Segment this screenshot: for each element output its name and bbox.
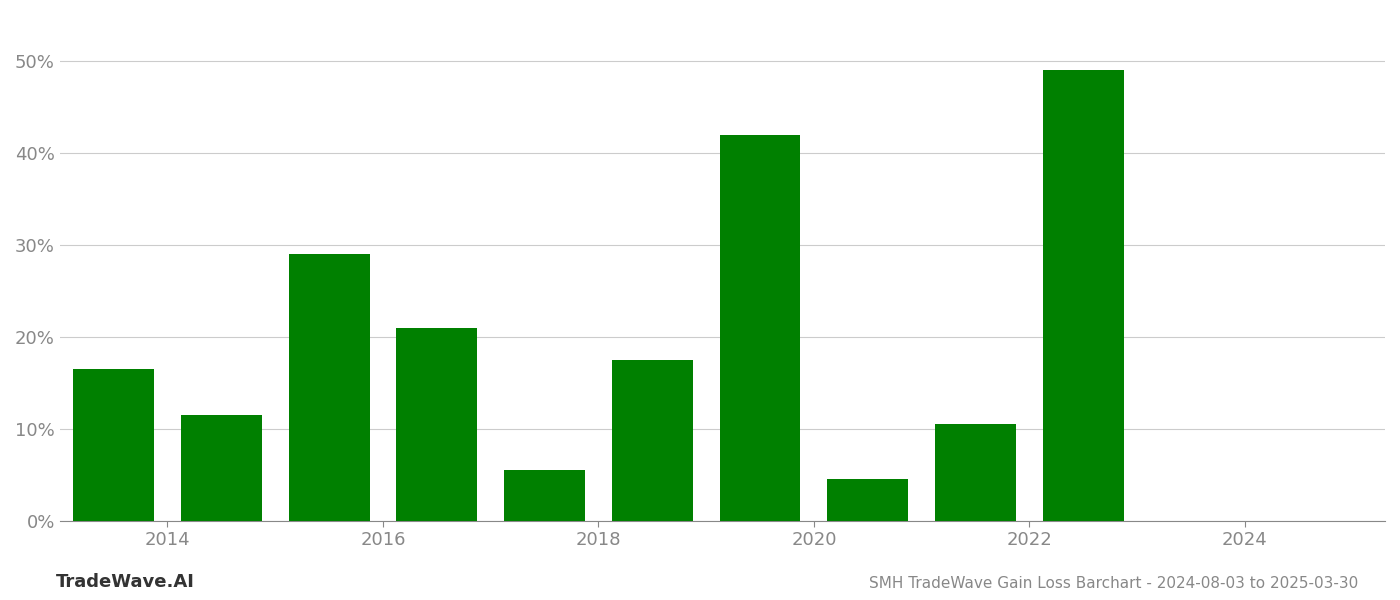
Bar bbox=[1043, 70, 1124, 521]
Bar bbox=[288, 254, 370, 521]
Bar bbox=[504, 470, 585, 521]
Text: TradeWave.AI: TradeWave.AI bbox=[56, 573, 195, 591]
Bar bbox=[73, 369, 154, 521]
Bar bbox=[612, 360, 693, 521]
Bar bbox=[181, 415, 262, 521]
Bar bbox=[720, 134, 801, 521]
Bar bbox=[396, 328, 477, 521]
Text: SMH TradeWave Gain Loss Barchart - 2024-08-03 to 2025-03-30: SMH TradeWave Gain Loss Barchart - 2024-… bbox=[869, 576, 1358, 591]
Bar bbox=[827, 479, 909, 521]
Bar bbox=[935, 424, 1016, 521]
